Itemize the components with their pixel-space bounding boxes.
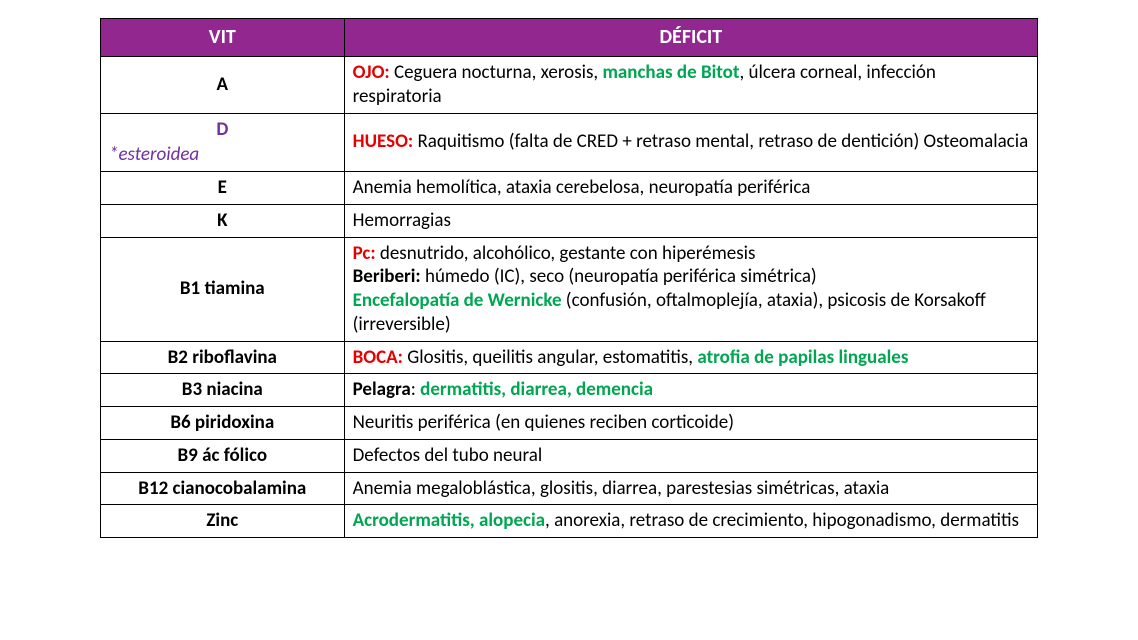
table-row: B6 piridoxina Neuritis periférica (en qu… <box>101 407 1038 440</box>
deficit-cell: Defectos del tubo neural <box>344 439 1037 472</box>
deficit-cell: OJO: Ceguera nocturna, xerosis, manchas … <box>344 57 1037 114</box>
table-row: D *esteroidea HUESO: Raquitismo (falta d… <box>101 113 1038 172</box>
deficit-cell: Anemia megaloblástica, glositis, diarrea… <box>344 472 1037 505</box>
table-row: B12 cianocobalamina Anemia megaloblástic… <box>101 472 1038 505</box>
vit-cell: E <box>101 172 345 205</box>
deficit-cell: Anemia hemolítica, ataxia cerebelosa, ne… <box>344 172 1037 205</box>
table-row: K Hemorragias <box>101 204 1038 237</box>
vit-cell: A <box>101 57 345 114</box>
text: Ceguera nocturna, xerosis, <box>390 61 603 84</box>
label-pc: Pc: <box>353 242 376 265</box>
deficit-cell: Neuritis periférica (en quienes reciben … <box>344 407 1037 440</box>
deficit-cell: Acrodermatitis, alopecia, anorexia, retr… <box>344 505 1037 538</box>
table-row: A OJO: Ceguera nocturna, xerosis, mancha… <box>101 57 1038 114</box>
table-row: B1 tiamina Pc: desnutrido, alcohólico, g… <box>101 237 1038 341</box>
vitamin-deficit-table: VIT DÉFICIT A OJO: Ceguera nocturna, xer… <box>100 18 1038 538</box>
table-row: B2 riboflavina BOCA: Glositis, queilitis… <box>101 341 1038 374</box>
table-row: Zinc Acrodermatitis, alopecia, anorexia,… <box>101 505 1038 538</box>
highlight-bitot: manchas de Bitot <box>602 61 739 84</box>
table-row: E Anemia hemolítica, ataxia cerebelosa, … <box>101 172 1038 205</box>
table-row: B3 niacina Pelagra: dermatitis, diarrea,… <box>101 374 1038 407</box>
header-deficit: DÉFICIT <box>344 19 1037 57</box>
note-esteroidea: *esteroidea <box>109 143 336 167</box>
deficit-cell: BOCA: Glositis, queilitis angular, estom… <box>344 341 1037 374</box>
vit-cell: B3 niacina <box>101 374 345 407</box>
table-header-row: VIT DÉFICIT <box>101 19 1038 57</box>
highlight-wernicke: Encefalopatía de Wernicke <box>353 289 562 312</box>
vit-cell: K <box>101 204 345 237</box>
label-hueso: HUESO: <box>353 130 414 153</box>
vit-cell: D *esteroidea <box>101 113 345 172</box>
vit-cell: B2 riboflavina <box>101 341 345 374</box>
deficit-cell: Pelagra: dermatitis, diarrea, demencia <box>344 374 1037 407</box>
table-row: B9 ác fólico Defectos del tubo neural <box>101 439 1038 472</box>
vit-cell: B6 piridoxina <box>101 407 345 440</box>
highlight-pelagra-triad: dermatitis, diarrea, demencia <box>420 378 653 401</box>
deficit-cell: Hemorragias <box>344 204 1037 237</box>
label-boca: BOCA: <box>353 346 403 369</box>
text: desnutrido, alcohólico, gestante con hip… <box>376 242 756 265</box>
vit-cell: B9 ác fólico <box>101 439 345 472</box>
label-ojo: OJO: <box>353 61 390 84</box>
deficit-cell: HUESO: Raquitismo (falta de CRED + retra… <box>344 113 1037 172</box>
header-vit: VIT <box>101 19 345 57</box>
text: Raquitismo (falta de CRED + retraso ment… <box>413 130 1028 153</box>
highlight-acrodermatitis: Acrodermatitis, alopecia <box>353 509 545 532</box>
text: , anorexia, retraso de crecimiento, hipo… <box>545 509 1019 532</box>
highlight-atrofia: atrofia de papilas linguales <box>697 346 908 369</box>
vit-d-letter: D <box>216 118 228 141</box>
label-pelagra: Pelagra <box>353 378 411 401</box>
deficit-cell: Pc: desnutrido, alcohólico, gestante con… <box>344 237 1037 341</box>
vit-cell: B1 tiamina <box>101 237 345 341</box>
text: húmedo (IC), seco (neuropatía periférica… <box>421 265 817 288</box>
text: Glositis, queilitis angular, estomatitis… <box>403 346 697 369</box>
label-beriberi: Beriberi: <box>353 265 421 288</box>
vit-cell: Zinc <box>101 505 345 538</box>
text: : <box>411 378 420 401</box>
vit-cell: B12 cianocobalamina <box>101 472 345 505</box>
